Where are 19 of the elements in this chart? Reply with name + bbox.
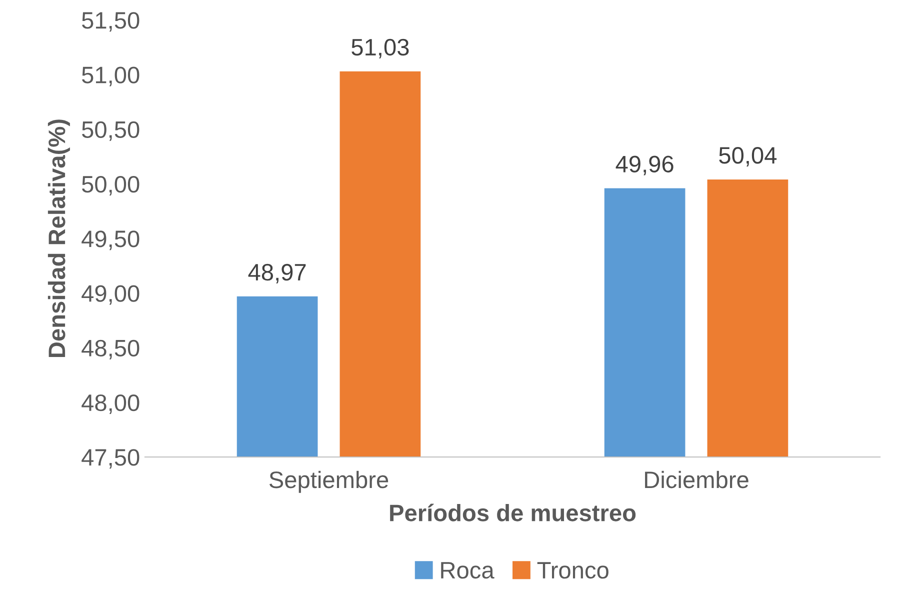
y-tick-label: 47,50 bbox=[82, 449, 140, 469]
y-tick-label: 51,00 bbox=[82, 66, 140, 86]
y-tick-label: 50,50 bbox=[82, 121, 140, 141]
legend-label: Tronco bbox=[537, 562, 608, 579]
y-tick-label: 51,50 bbox=[82, 12, 140, 32]
legend-label: Roca bbox=[441, 562, 494, 579]
x-tick-label: Diciembre bbox=[645, 470, 748, 488]
y-tick-label: 49,00 bbox=[82, 285, 140, 305]
x-tick-label: Septiembre bbox=[269, 470, 388, 493]
x-axis-title: Períodos de muestreo bbox=[390, 504, 636, 522]
y-tick-label: 49,50 bbox=[82, 230, 140, 250]
data-label: 49,96 bbox=[616, 156, 674, 176]
data-label: 50,04 bbox=[719, 147, 777, 167]
data-label: 48,97 bbox=[248, 264, 306, 284]
y-axis-title: Densidad Relativa(%) bbox=[48, 120, 70, 357]
y-tick-label: 50,00 bbox=[82, 176, 140, 196]
y-tick-label: 48,50 bbox=[82, 340, 140, 360]
y-tick-label: 48,00 bbox=[82, 394, 140, 414]
data-label: 51,03 bbox=[352, 38, 409, 58]
